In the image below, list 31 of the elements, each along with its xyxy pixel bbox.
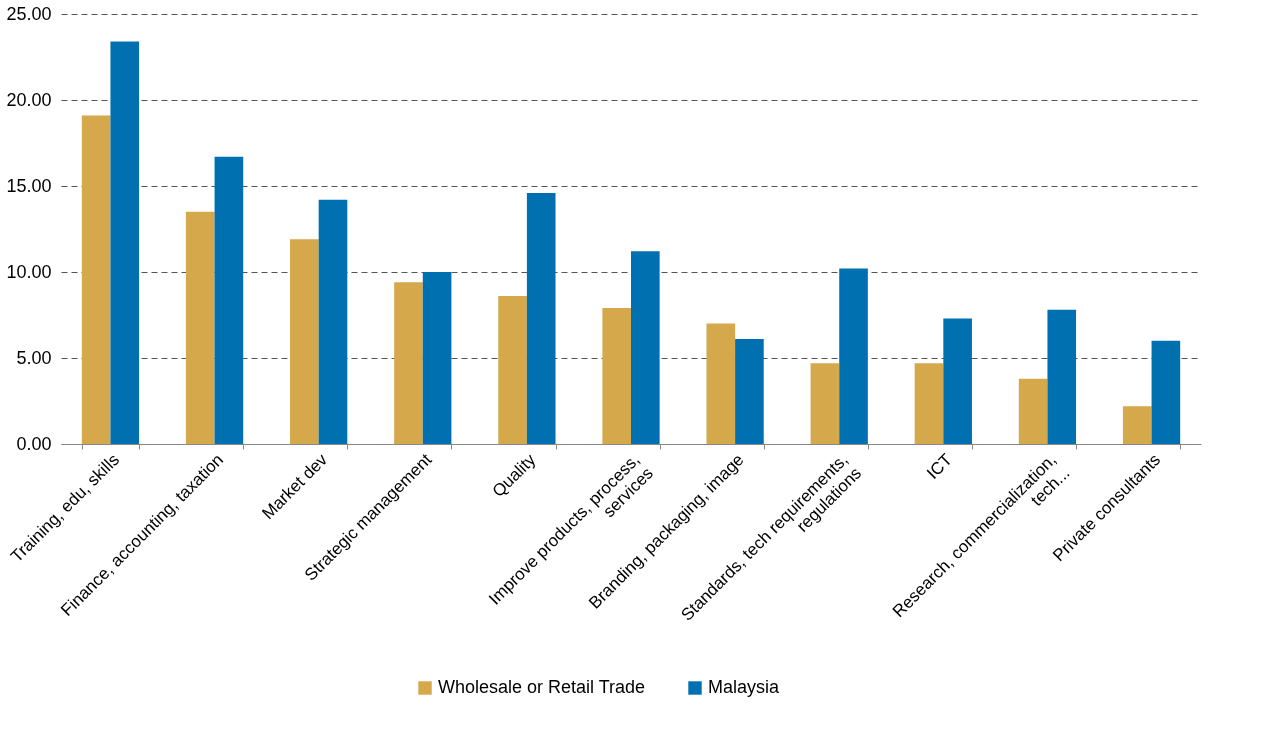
y-tick-label: 20.00: [6, 89, 52, 110]
bar: [422, 272, 452, 444]
bar: [602, 308, 631, 444]
bar: [81, 115, 111, 444]
bar: [526, 192, 556, 444]
bar: [1122, 406, 1152, 444]
y-tick-label: 10.00: [6, 261, 52, 282]
bar: [735, 339, 764, 444]
bar: [110, 41, 140, 444]
bar: [943, 318, 972, 444]
bar: [318, 199, 348, 444]
bar: [394, 282, 423, 444]
legend-label: Malaysia: [708, 677, 781, 697]
x-tick-label: ICT: [923, 450, 956, 483]
bar: [1151, 340, 1181, 444]
bar: [706, 323, 736, 444]
bar: [290, 239, 319, 444]
legend-label: Wholesale or Retail Trade: [438, 677, 646, 697]
bar: [498, 296, 527, 444]
bar: [810, 363, 840, 444]
bar: [1018, 378, 1048, 444]
y-tick-label: 15.00: [6, 175, 52, 196]
y-tick-label: 25.00: [6, 3, 52, 24]
y-tick-label: 0.00: [16, 433, 52, 454]
bar: [214, 156, 244, 444]
bar: [1047, 309, 1077, 444]
bar: [914, 363, 944, 444]
bar: [839, 268, 868, 444]
y-tick-label: 5.00: [16, 347, 52, 368]
bar: [185, 211, 215, 444]
bar: [631, 251, 660, 444]
